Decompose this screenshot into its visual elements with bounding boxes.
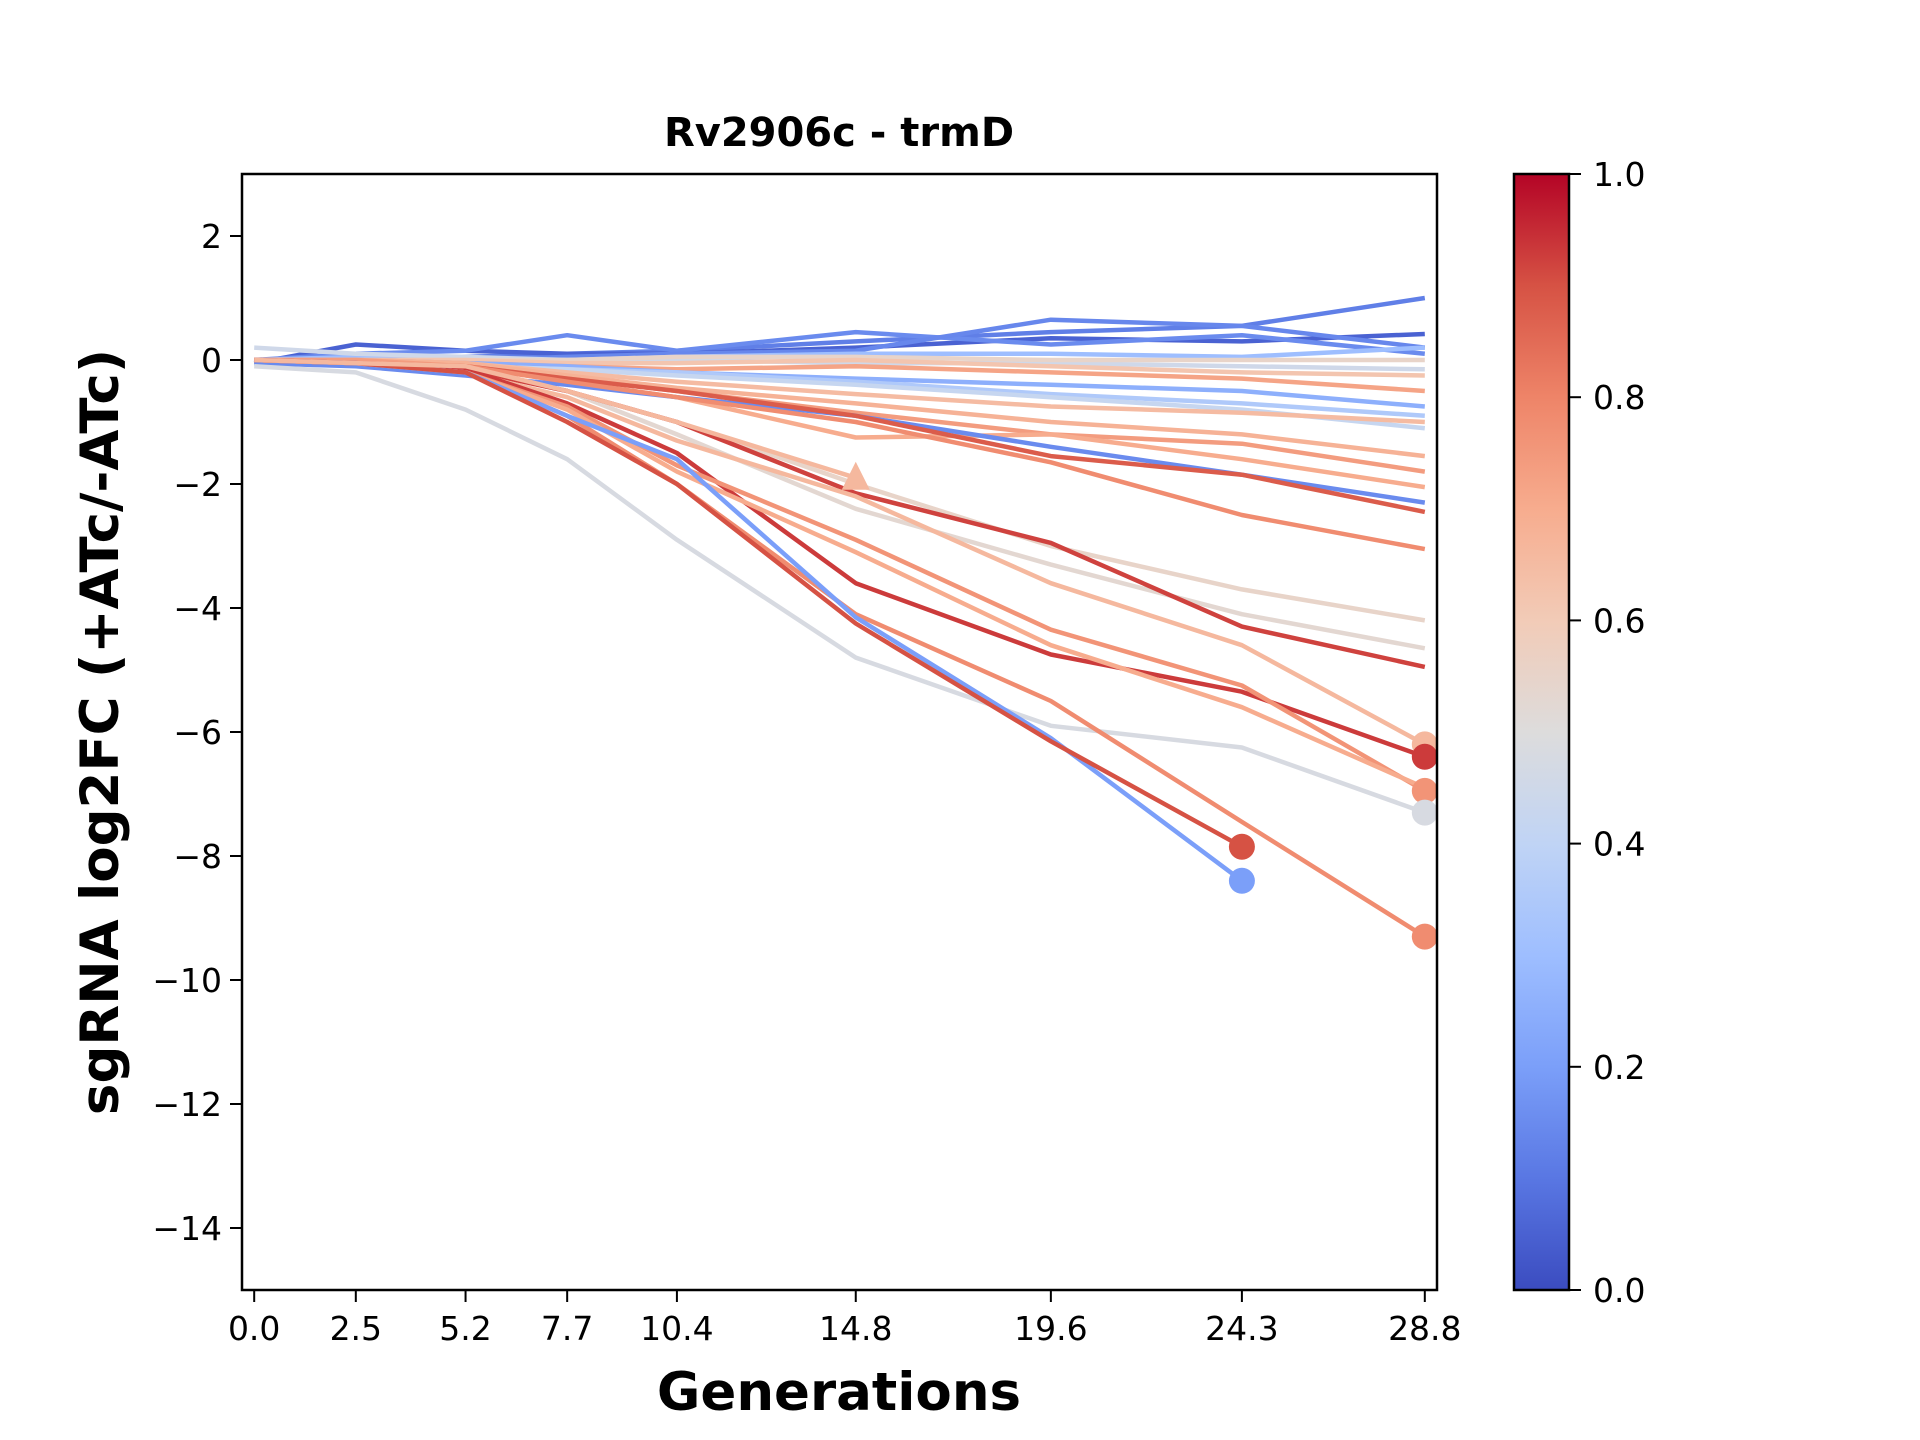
colorbar-axis: 0.0 0.2 0.4 0.6 0.8 1.0: [1569, 155, 1645, 1310]
x-tick-label: 19.6: [1014, 1309, 1087, 1348]
series-end-marker-25: [1411, 777, 1438, 804]
colorbar-tick-label: 0.4: [1593, 825, 1645, 864]
y-tick-label: −6: [173, 713, 222, 752]
colorbar-tick-label: 0.8: [1593, 378, 1645, 417]
series-line-27: [254, 363, 1426, 815]
x-axis: 0.0 2.5 5.2 7.7 10.4 14.8 19.6 24.3 28.8: [228, 1290, 1462, 1348]
series-layer: [253, 295, 1427, 939]
x-tick-label: 24.3: [1205, 1309, 1278, 1348]
x-axis-label: Generations: [657, 1362, 1021, 1423]
series-line-19: [254, 357, 1426, 552]
y-tick-label: 0: [201, 341, 222, 380]
x-tick-label: 28.8: [1388, 1309, 1461, 1348]
x-tick-label: 0.0: [228, 1309, 280, 1348]
x-tick-label: 10.4: [640, 1309, 713, 1348]
y-tick-label: −14: [152, 1209, 222, 1248]
y-tick-label: −4: [173, 589, 222, 628]
colorbar-tick-label: 0.2: [1593, 1048, 1645, 1087]
x-tick-label: 7.7: [541, 1309, 593, 1348]
y-tick-label: 2: [201, 217, 222, 256]
y-tick-label: −2: [173, 465, 222, 504]
y-tick-label: −8: [173, 837, 222, 876]
y-axis-label: sgRNA log2FC (+ATc/-ATc): [70, 349, 131, 1115]
chart-title: Rv2906c - trmD: [664, 110, 1014, 156]
series-line-6: [254, 345, 1425, 372]
x-tick-label: 2.5: [330, 1309, 382, 1348]
y-tick-label: −12: [152, 1085, 222, 1124]
x-tick-label: 14.8: [819, 1309, 892, 1348]
x-tick-label: 5.2: [439, 1309, 491, 1348]
colorbar: [1512, 172, 1571, 1292]
series-line-31: [254, 357, 857, 480]
colorbar-tick-label: 1.0: [1593, 155, 1645, 194]
series-end-marker-31: [841, 461, 870, 490]
series-end-marker-28: [1411, 923, 1438, 950]
series-end-marker-24: [1411, 743, 1438, 770]
colorbar-tick-label: 0.0: [1593, 1271, 1645, 1310]
series-line-25: [254, 357, 1426, 793]
colorbar-tick-label: 0.6: [1593, 601, 1645, 640]
series-end-marker-30: [1228, 833, 1255, 860]
series-line-30: [254, 357, 1243, 849]
y-tick-label: −10: [152, 961, 222, 1000]
y-axis: 2 0 −2 −4 −6 −8 −10 −12 −14: [152, 217, 242, 1248]
series-end-marker-27: [1411, 799, 1438, 826]
series-end-marker-29: [1228, 867, 1255, 894]
marker-layer: [841, 461, 1438, 950]
